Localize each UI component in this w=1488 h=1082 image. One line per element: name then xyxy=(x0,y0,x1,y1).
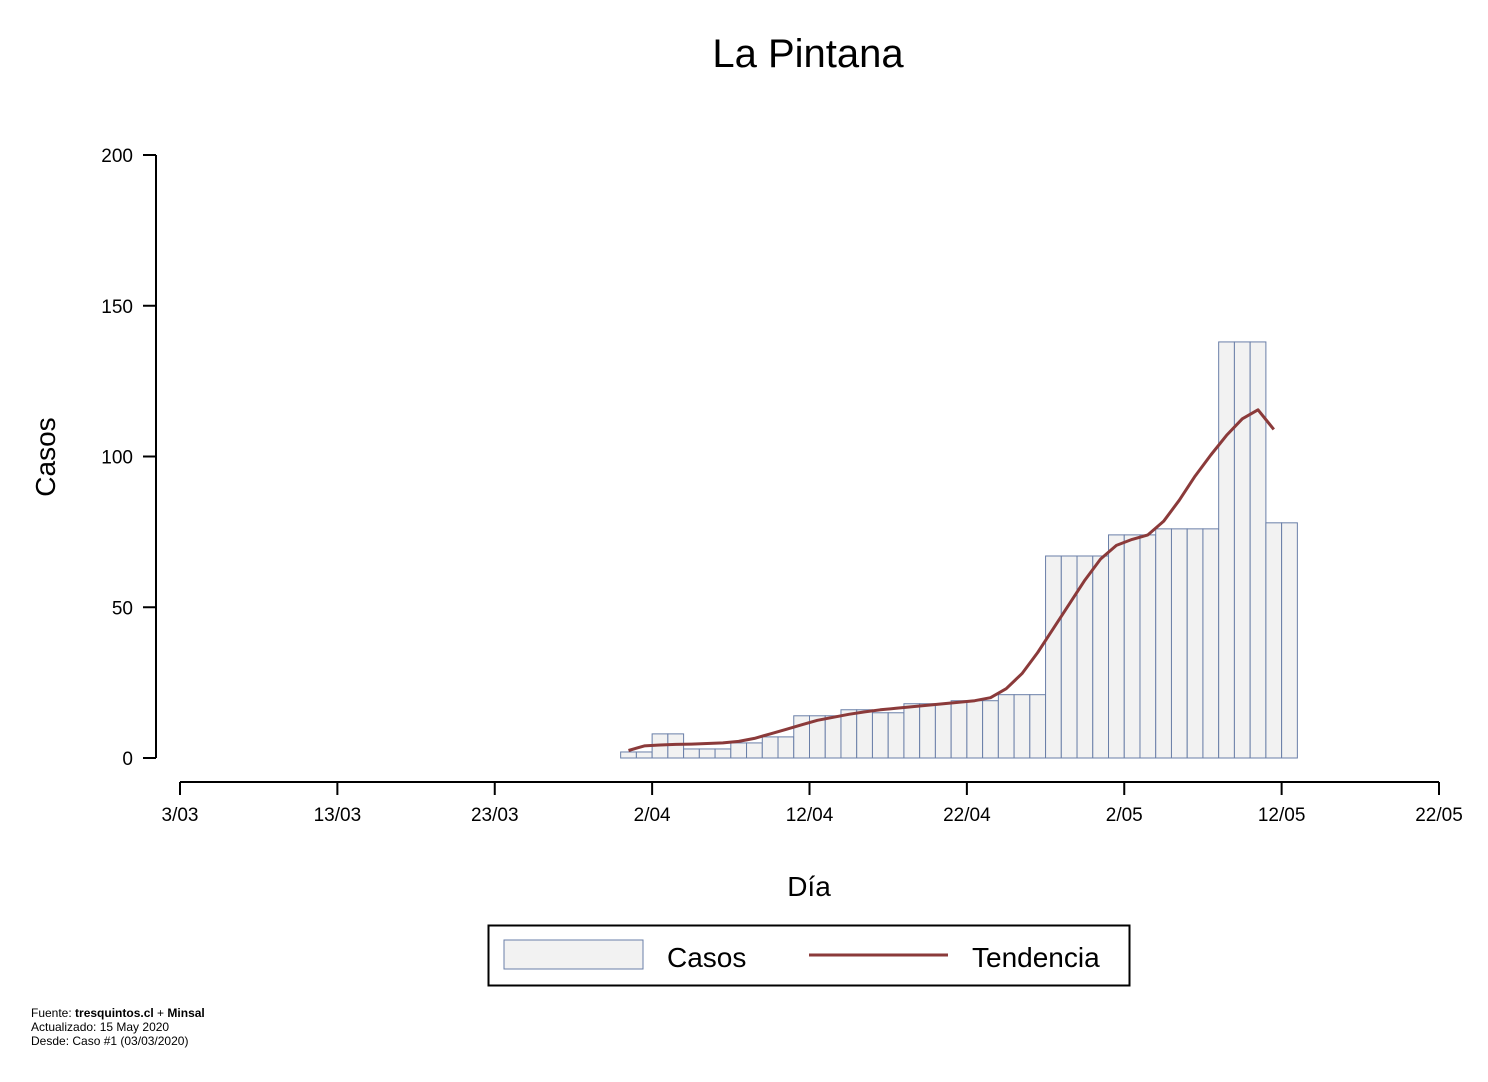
bar xyxy=(934,703,952,759)
footer: Fuente: tresquintos.cl + Minsal Actualiz… xyxy=(31,1006,205,1048)
legend-label-casos: Casos xyxy=(667,942,746,973)
bar xyxy=(620,751,637,759)
legend-label-tendencia: Tendencia xyxy=(972,942,1100,973)
bar xyxy=(1233,341,1251,759)
bar xyxy=(1186,528,1204,759)
bar xyxy=(919,703,936,759)
legend: Casos Tendencia xyxy=(487,924,1131,987)
bar xyxy=(903,703,921,759)
footer-since: Desde: Caso #1 (03/03/2020) xyxy=(31,1034,189,1048)
x-tick-label: 23/03 xyxy=(471,805,519,826)
bar xyxy=(840,709,858,759)
bar xyxy=(683,748,700,759)
x-axis: 3/03 13/03 23/03 2/04 12/04 22/04 2/05 12/05 22/… xyxy=(162,781,1463,826)
bar xyxy=(777,736,795,759)
bar xyxy=(1108,534,1125,759)
bar xyxy=(1170,528,1188,759)
bar xyxy=(950,700,968,759)
bar xyxy=(1265,522,1283,759)
bar xyxy=(1029,694,1047,759)
x-tick-label: 12/04 xyxy=(786,805,834,826)
x-tick-label: 22/05 xyxy=(1415,805,1463,826)
y-tick-label: 200 xyxy=(101,146,133,167)
trend-line xyxy=(628,408,1275,752)
bar xyxy=(1139,534,1157,759)
x-tick-label: 3/03 xyxy=(162,805,199,826)
bar xyxy=(730,742,748,759)
bar xyxy=(761,736,779,759)
bar xyxy=(635,751,653,759)
x-tick-label: 2/04 xyxy=(634,805,671,826)
y-axis-title: Casos xyxy=(30,417,61,496)
bar xyxy=(746,742,763,759)
x-tick-label: 13/03 xyxy=(314,805,362,826)
bar xyxy=(1123,534,1141,759)
x-tick-label: 12/05 xyxy=(1258,805,1306,826)
chart-title: La Pintana xyxy=(712,32,904,76)
bar xyxy=(1013,694,1031,759)
footer-updated: Actualizado: 15 May 2020 xyxy=(31,1020,170,1034)
bar xyxy=(824,715,842,759)
y-axis: 0 50 100 150 200 xyxy=(101,146,157,770)
source-tresquintos: tresquintos.cl xyxy=(75,1006,154,1020)
bar xyxy=(1281,522,1298,759)
bar xyxy=(1045,555,1062,759)
bar xyxy=(1092,555,1110,759)
x-tick-label: 2/05 xyxy=(1106,805,1143,826)
source-minsal: Minsal xyxy=(167,1006,205,1020)
bar xyxy=(871,712,889,759)
bar xyxy=(698,748,716,759)
legend-bar-swatch xyxy=(503,939,644,970)
bar xyxy=(1060,555,1078,759)
bar xyxy=(982,700,999,759)
y-tick-label: 150 xyxy=(101,297,133,318)
bar xyxy=(714,748,732,759)
bar xyxy=(856,709,873,759)
y-tick-label: 50 xyxy=(112,598,133,619)
x-axis-title: Día xyxy=(787,871,831,902)
bar xyxy=(1155,528,1172,759)
y-tick-label: 100 xyxy=(101,448,133,469)
bar xyxy=(1202,528,1220,759)
bar-series xyxy=(620,341,1298,759)
bar xyxy=(1249,341,1267,759)
bar xyxy=(1218,341,1235,759)
x-tick-label: 22/04 xyxy=(943,805,991,826)
y-tick-label: 0 xyxy=(122,749,133,770)
bar xyxy=(887,712,905,759)
footer-source: Fuente: tresquintos.cl + Minsal xyxy=(31,1006,205,1020)
bar xyxy=(966,700,984,759)
bar xyxy=(997,694,1015,759)
